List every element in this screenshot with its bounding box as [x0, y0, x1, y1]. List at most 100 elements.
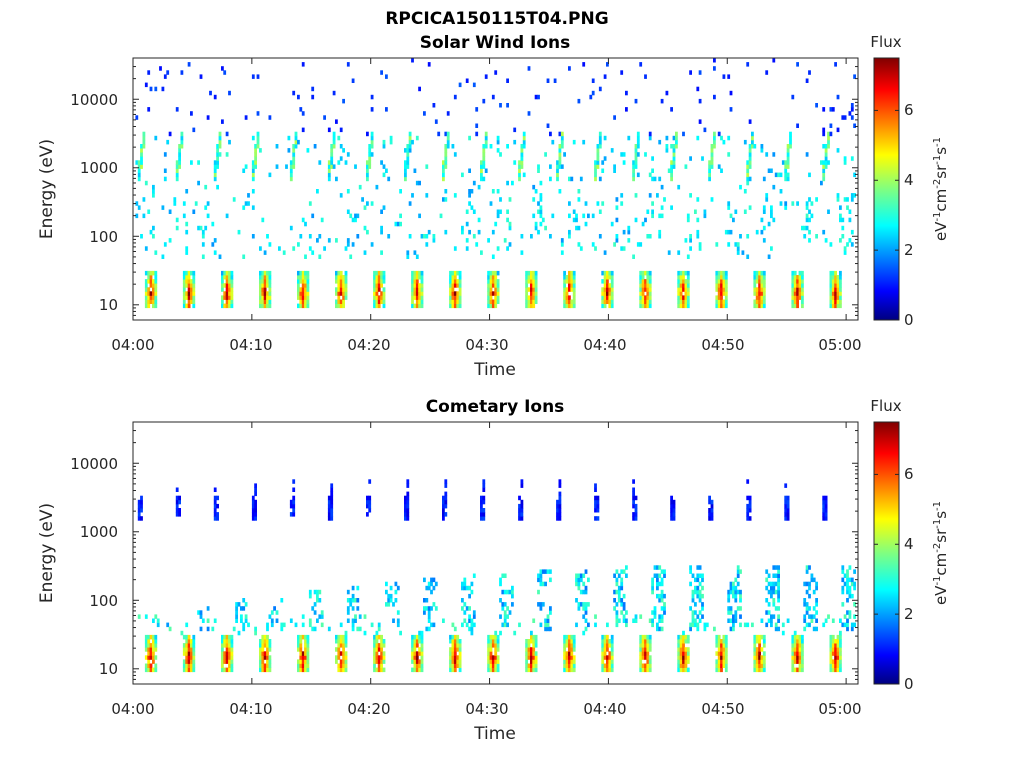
heatmap-cell — [373, 639, 376, 644]
heatmap-cell — [411, 283, 414, 288]
heatmap-cell — [770, 618, 773, 623]
heatmap-cell — [556, 176, 559, 182]
heatmap-cell — [789, 144, 792, 149]
heatmap-cell — [413, 291, 417, 296]
heatmap-cell — [489, 659, 493, 664]
heatmap-cell — [178, 164, 181, 169]
heatmap-cell — [520, 164, 524, 169]
heatmap-cell — [254, 630, 257, 636]
heatmap-cell — [513, 160, 517, 165]
heatmap-cell — [451, 622, 455, 628]
heatmap-cell — [380, 70, 383, 75]
heatmap-cell — [603, 303, 607, 309]
heatmap-cell — [684, 279, 688, 284]
heatmap-cell — [297, 647, 300, 652]
heatmap-cell — [496, 189, 500, 194]
heatmap-cell — [468, 614, 471, 619]
heatmap-cell — [534, 659, 538, 664]
heatmap-cell — [144, 667, 148, 673]
heatmap-cell — [853, 581, 856, 587]
heatmap-cell — [453, 647, 457, 652]
heatmap-cell — [793, 270, 797, 276]
heatmap-cell — [468, 189, 471, 194]
heatmap-cell — [487, 270, 490, 276]
heatmap-cell — [748, 499, 752, 505]
heatmap-cell — [337, 647, 341, 652]
heatmap-cell — [444, 164, 448, 169]
heatmap-cell — [218, 131, 222, 137]
heatmap-cell — [617, 585, 621, 591]
heatmap-cell — [639, 614, 643, 619]
heatmap-cell — [568, 270, 571, 276]
heatmap-cell — [306, 148, 310, 153]
heatmap-cell — [724, 275, 728, 280]
heatmap-cell — [532, 667, 536, 673]
heatmap-cell — [423, 234, 426, 239]
heatmap-cell — [641, 295, 645, 300]
heatmap-cell — [646, 651, 650, 656]
heatmap-cell — [608, 303, 612, 309]
heatmap-cell — [228, 643, 231, 648]
heatmap-cell — [282, 250, 286, 255]
heatmap-cell — [734, 589, 738, 595]
heatmap-cell — [144, 634, 148, 640]
heatmap-cell — [689, 565, 692, 570]
heatmap-cell — [791, 303, 795, 309]
heatmap-cell — [734, 585, 738, 591]
heatmap-cell — [482, 160, 486, 165]
heatmap-cell — [318, 254, 322, 259]
heatmap-cell — [211, 626, 215, 632]
heatmap-cell — [294, 144, 298, 149]
heatmap-cell — [461, 581, 464, 587]
heatmap-cell — [656, 593, 659, 599]
heatmap-cell — [154, 655, 158, 660]
heatmap-cell — [774, 565, 778, 570]
heatmap-cell — [520, 512, 524, 517]
heatmap-cell — [720, 659, 723, 664]
heatmap-cell — [772, 598, 776, 603]
heatmap-cell — [765, 193, 769, 198]
heatmap-cell — [427, 229, 431, 235]
heatmap-cell — [306, 279, 310, 284]
heatmap-cell — [297, 303, 300, 309]
heatmap-cell — [698, 98, 702, 104]
heatmap-cell — [622, 152, 626, 157]
heatmap-cell — [534, 643, 538, 648]
heatmap-cell — [839, 618, 842, 623]
heatmap-cell — [415, 279, 419, 284]
heatmap-cell — [658, 234, 662, 239]
heatmap-cell — [534, 287, 538, 292]
heatmap-cell — [606, 639, 609, 644]
heatmap-cell — [370, 242, 374, 247]
heatmap-cell — [373, 643, 376, 648]
heatmap-cell — [418, 630, 421, 636]
heatmap-cell — [591, 90, 595, 96]
heatmap-cell — [375, 287, 379, 292]
heatmap-cell — [563, 667, 566, 673]
heatmap-cell — [791, 655, 795, 660]
heatmap-cell — [392, 602, 395, 607]
heatmap-cell — [373, 663, 376, 668]
heatmap-cell — [639, 242, 643, 247]
heatmap-cell — [413, 647, 417, 652]
heatmap-cell — [836, 295, 840, 300]
heatmap-cell — [147, 667, 151, 673]
heatmap-cell — [140, 152, 143, 157]
heatmap-cell — [530, 655, 533, 660]
heatmap-cell — [682, 647, 685, 652]
heatmap-cell — [591, 213, 595, 219]
heatmap-cell — [140, 160, 143, 165]
heatmap-cell — [579, 602, 583, 607]
heatmap-cell — [266, 622, 269, 628]
heatmap-cell — [415, 270, 419, 276]
heatmap-cell — [190, 283, 193, 288]
heatmap-cell — [648, 279, 652, 284]
heatmap-cell — [297, 242, 300, 247]
heatmap-cell — [382, 655, 386, 660]
heatmap-cell — [836, 647, 840, 652]
heatmap-cell — [223, 651, 227, 656]
heatmap-cell — [717, 275, 721, 280]
heatmap-cell — [268, 639, 272, 644]
heatmap-cell — [686, 291, 690, 296]
heatmap-cell — [192, 667, 196, 673]
